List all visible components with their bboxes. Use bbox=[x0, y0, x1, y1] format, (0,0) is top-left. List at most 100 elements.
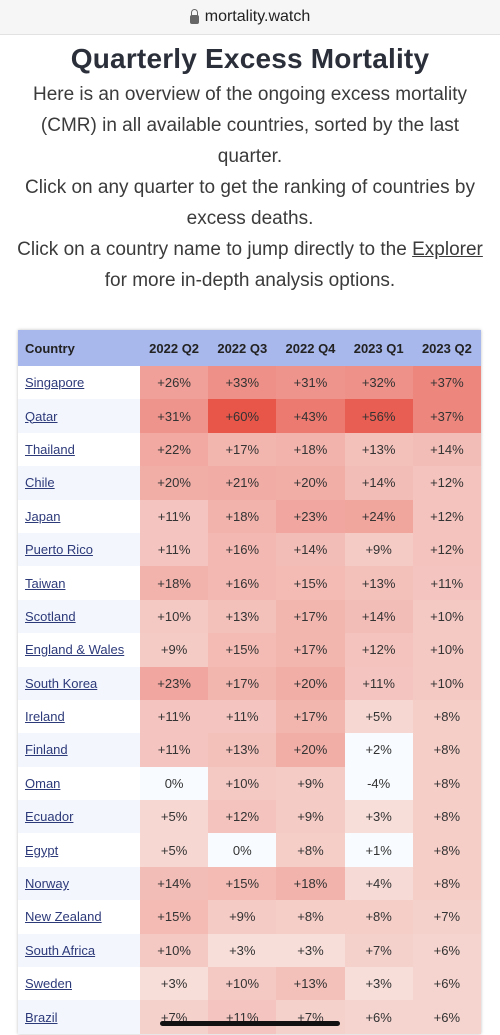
country-link[interactable]: Singapore bbox=[25, 375, 85, 391]
excess-value-cell: +20% bbox=[140, 466, 209, 500]
excess-value-cell: +12% bbox=[412, 466, 481, 500]
country-cell: Scotland bbox=[18, 599, 140, 634]
excess-value-cell: +14% bbox=[344, 466, 413, 500]
country-cell: Taiwan bbox=[18, 566, 140, 600]
table-row: Puerto Rico +11% +16% +14% +9% +12% bbox=[18, 532, 481, 567]
excess-value-cell: +15% bbox=[140, 900, 209, 934]
excess-value-cell: +23% bbox=[276, 499, 345, 533]
excess-value-cell: +8% bbox=[412, 766, 481, 801]
excess-value-cell: +14% bbox=[412, 432, 481, 467]
country-cell: England & Wales bbox=[18, 633, 140, 667]
country-cell: New Zealand bbox=[18, 900, 140, 934]
excess-value-cell: +5% bbox=[344, 699, 413, 734]
table-row: Scotland +10% +13% +17% +14% +10% bbox=[18, 599, 481, 634]
excess-value-cell: +24% bbox=[344, 499, 413, 533]
excess-value-cell: +8% bbox=[412, 699, 481, 734]
country-link[interactable]: Thailand bbox=[25, 441, 75, 457]
excess-value-cell: +15% bbox=[208, 866, 277, 901]
excess-value-cell: +17% bbox=[208, 432, 277, 467]
url-text: mortality.watch bbox=[204, 8, 311, 25]
excess-value-cell: +20% bbox=[276, 466, 345, 500]
country-link[interactable]: Qatar bbox=[25, 408, 58, 424]
excess-value-cell: +10% bbox=[412, 599, 481, 634]
explorer-link[interactable]: Explorer bbox=[412, 239, 483, 260]
quarter-header[interactable]: 2022 Q3 bbox=[208, 330, 277, 366]
excess-value-cell: -4% bbox=[344, 766, 413, 801]
country-link[interactable]: South Africa bbox=[25, 942, 96, 958]
excess-value-cell: +11% bbox=[140, 733, 209, 767]
home-indicator[interactable] bbox=[160, 1021, 340, 1026]
quarter-header[interactable]: 2023 Q2 bbox=[412, 330, 481, 366]
table-row: Oman 0% +10% +9% -4% +8% bbox=[18, 766, 481, 801]
country-link[interactable]: Oman bbox=[25, 775, 61, 791]
excess-value-cell: +18% bbox=[276, 432, 345, 467]
excess-value-cell: +11% bbox=[208, 699, 277, 734]
country-cell: Brazil bbox=[18, 1000, 140, 1034]
excess-value-cell: +37% bbox=[412, 366, 481, 400]
excess-value-cell: +10% bbox=[208, 967, 277, 1001]
excess-value-cell: +5% bbox=[140, 800, 209, 834]
excess-value-cell: +11% bbox=[344, 666, 413, 700]
table-row: New Zealand +15% +9% +8% +8% +7% bbox=[18, 900, 481, 934]
lock-icon bbox=[189, 8, 199, 24]
country-link[interactable]: New Zealand bbox=[25, 909, 102, 925]
address-bar[interactable]: mortality.watch bbox=[0, 0, 500, 35]
excess-value-cell: 0% bbox=[140, 766, 209, 801]
country-link[interactable]: Finland bbox=[25, 742, 68, 758]
country-cell: Qatar bbox=[18, 399, 140, 433]
quarter-header[interactable]: 2022 Q2 bbox=[140, 330, 209, 366]
quarter-header[interactable]: 2022 Q4 bbox=[276, 330, 345, 366]
excess-value-cell: +17% bbox=[276, 699, 345, 734]
excess-value-cell: +12% bbox=[208, 800, 277, 834]
excess-value-cell: 0% bbox=[208, 833, 277, 867]
excess-value-cell: +6% bbox=[412, 967, 481, 1001]
intro-p3-after: for more in-depth analysis options. bbox=[104, 270, 396, 291]
excess-value-cell: +7% bbox=[344, 933, 413, 968]
excess-value-cell: +11% bbox=[140, 699, 209, 734]
country-link[interactable]: Sweden bbox=[25, 976, 72, 992]
excess-value-cell: +5% bbox=[140, 833, 209, 867]
excess-value-cell: +20% bbox=[276, 666, 345, 700]
country-link[interactable]: Scotland bbox=[25, 608, 76, 624]
excess-value-cell: +43% bbox=[276, 399, 345, 433]
excess-value-cell: +18% bbox=[208, 499, 277, 533]
excess-value-cell: +9% bbox=[208, 900, 277, 934]
country-link[interactable]: Chile bbox=[25, 475, 55, 491]
country-cell: Norway bbox=[18, 866, 140, 901]
country-link[interactable]: England & Wales bbox=[25, 642, 125, 658]
country-link[interactable]: Brazil bbox=[25, 1009, 58, 1025]
excess-value-cell: +33% bbox=[208, 366, 277, 400]
intro-p3-before: Click on a country name to jump directly… bbox=[17, 239, 413, 260]
excess-value-cell: +12% bbox=[344, 633, 413, 667]
country-cell: Finland bbox=[18, 733, 140, 767]
excess-value-cell: +31% bbox=[140, 399, 209, 433]
excess-value-cell: +23% bbox=[140, 666, 209, 700]
country-link[interactable]: South Korea bbox=[25, 675, 98, 691]
table-row: Brazil +7% +11% +7% +6% +6% bbox=[18, 1000, 481, 1034]
excess-value-cell: +18% bbox=[276, 866, 345, 901]
country-link[interactable]: Ireland bbox=[25, 709, 65, 725]
table-row: Chile +20% +21% +20% +14% +12% bbox=[18, 466, 481, 500]
country-link[interactable]: Taiwan bbox=[25, 575, 66, 591]
excess-value-cell: +4% bbox=[344, 866, 413, 901]
excess-value-cell: +12% bbox=[412, 532, 481, 567]
country-cell: Ecuador bbox=[18, 800, 140, 834]
quarter-header[interactable]: 2023 Q1 bbox=[344, 330, 413, 366]
excess-value-cell: +6% bbox=[412, 1000, 481, 1034]
excess-value-cell: +15% bbox=[208, 633, 277, 667]
excess-value-cell: +17% bbox=[208, 666, 277, 700]
excess-value-cell: +13% bbox=[208, 599, 277, 634]
excess-value-cell: +17% bbox=[276, 599, 345, 634]
country-link[interactable]: Japan bbox=[25, 508, 61, 524]
excess-value-cell: +14% bbox=[140, 866, 209, 901]
country-link[interactable]: Egypt bbox=[25, 842, 59, 858]
country-link[interactable]: Ecuador bbox=[25, 809, 74, 825]
country-link[interactable]: Norway bbox=[25, 876, 70, 892]
country-cell: Thailand bbox=[18, 432, 140, 467]
table-row: South Korea +23% +17% +20% +11% +10% bbox=[18, 666, 481, 700]
table-row: Norway +14% +15% +18% +4% +8% bbox=[18, 866, 481, 901]
excess-value-cell: +21% bbox=[208, 466, 277, 500]
excess-value-cell: +11% bbox=[140, 532, 209, 567]
excess-value-cell: +16% bbox=[208, 532, 277, 567]
country-link[interactable]: Puerto Rico bbox=[25, 542, 93, 558]
